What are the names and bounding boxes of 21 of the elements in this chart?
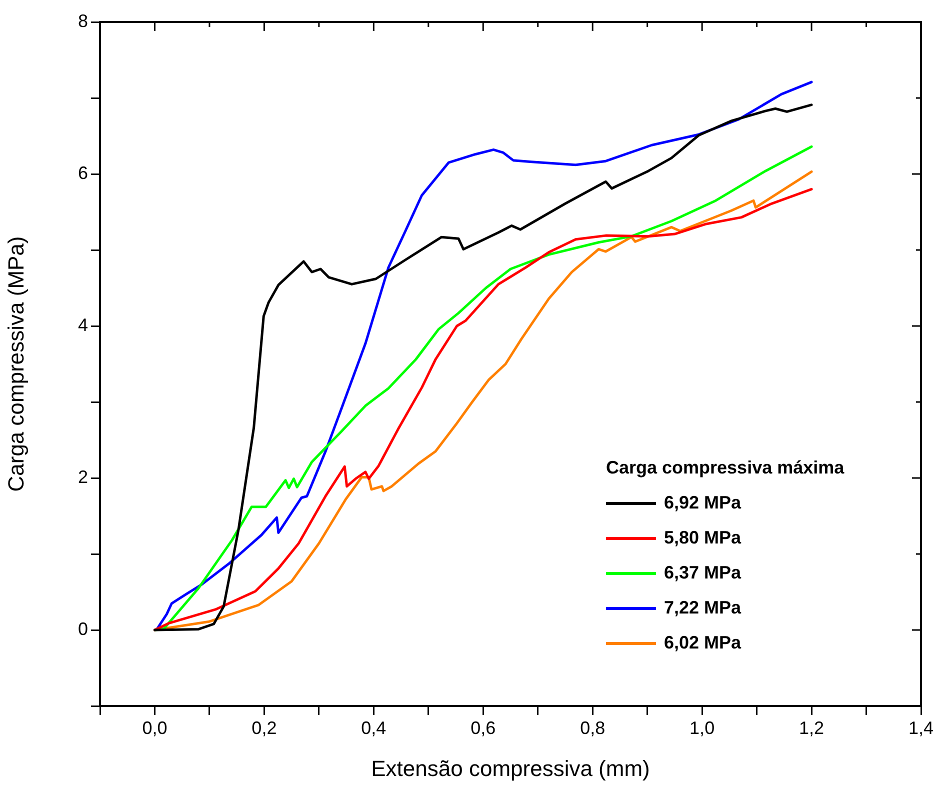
x-tick-label: 1,4	[908, 718, 934, 738]
legend-label: 6,37 MPa	[664, 562, 742, 582]
y-tick-label: 8	[78, 10, 88, 31]
legend-label: 6,02 MPa	[664, 632, 742, 652]
legend-title: Carga compressiva máxima	[606, 457, 846, 478]
x-tick-label: 1,0	[690, 718, 715, 738]
x-tick-label: 0,2	[252, 718, 277, 738]
x-tick-label: 0,4	[361, 718, 386, 738]
legend-label: 5,80 MPa	[664, 527, 742, 548]
y-tick-label: 0	[78, 618, 88, 639]
y-tick-label: 6	[78, 162, 88, 183]
y-axis-title: Carga compressiva (MPa)	[3, 236, 28, 492]
x-tick-label: 1,2	[799, 718, 824, 738]
y-tick-label: 2	[78, 466, 88, 487]
y-tick-label: 4	[78, 314, 88, 335]
x-axis-title: Extensão compressiva (mm)	[371, 756, 650, 781]
x-tick-label: 0,6	[470, 718, 496, 738]
x-tick-label: 0,8	[580, 718, 606, 738]
legend-label: 7,22 MPa	[664, 597, 742, 618]
legend-label: 6,92 MPa	[664, 492, 742, 512]
x-tick-label: 0,0	[142, 718, 168, 738]
